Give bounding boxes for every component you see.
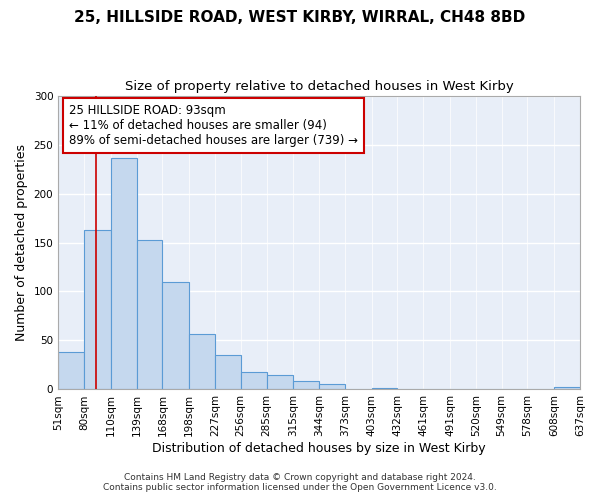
Bar	[111, 158, 137, 390]
Bar	[215, 355, 241, 390]
Bar	[58, 352, 84, 390]
Title: Size of property relative to detached houses in West Kirby: Size of property relative to detached ho…	[125, 80, 514, 93]
Bar	[137, 240, 163, 390]
Bar	[84, 230, 111, 390]
Text: 25, HILLSIDE ROAD, WEST KIRBY, WIRRAL, CH48 8BD: 25, HILLSIDE ROAD, WEST KIRBY, WIRRAL, C…	[74, 10, 526, 25]
X-axis label: Distribution of detached houses by size in West Kirby: Distribution of detached houses by size …	[152, 442, 486, 455]
Bar	[163, 282, 189, 390]
Bar	[319, 384, 345, 390]
Y-axis label: Number of detached properties: Number of detached properties	[15, 144, 28, 341]
Bar	[266, 375, 293, 390]
Bar	[554, 388, 580, 390]
Text: 25 HILLSIDE ROAD: 93sqm
← 11% of detached houses are smaller (94)
89% of semi-de: 25 HILLSIDE ROAD: 93sqm ← 11% of detache…	[68, 104, 358, 148]
Bar	[241, 372, 266, 390]
Bar	[371, 388, 397, 390]
Bar	[293, 380, 319, 390]
Text: Contains HM Land Registry data © Crown copyright and database right 2024.
Contai: Contains HM Land Registry data © Crown c…	[103, 473, 497, 492]
Bar	[189, 334, 215, 390]
